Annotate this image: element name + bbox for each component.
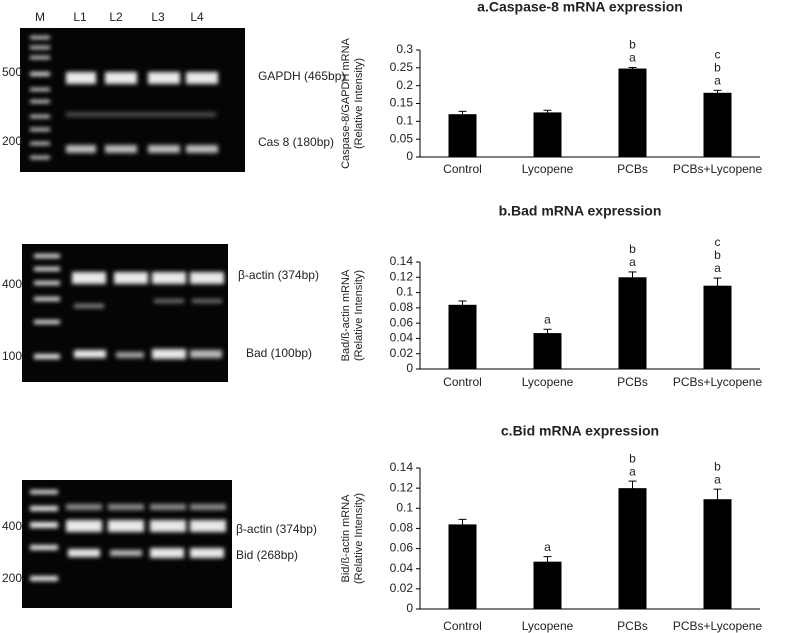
gel (20, 28, 245, 172)
y-tick-label: 0.08 (390, 521, 414, 535)
band-label: Cas 8 (180bp) (258, 135, 334, 149)
marker-label: 100 (2, 349, 22, 363)
bar (618, 488, 647, 609)
y-tick-label: 0.2 (396, 78, 413, 92)
y-tick-label: 0.04 (390, 561, 414, 575)
band-label: β-actin (374bp) (236, 522, 317, 536)
y-tick-label: 0.02 (390, 581, 414, 595)
bar (618, 68, 647, 157)
significance-letter: b (714, 459, 721, 473)
y-tick-label: 0.12 (390, 480, 414, 494)
x-tick-label: Lycopene (522, 375, 574, 389)
marker-label: 200 (2, 571, 22, 585)
y-tick-label: 0.14 (390, 460, 414, 474)
x-tick-label: Control (443, 375, 482, 389)
band-label: β-actin (374bp) (238, 268, 319, 282)
band-label: GAPDH (465bp) (258, 69, 345, 83)
y-axis-label: Bid/ß-actin mRNA (340, 494, 352, 583)
y-axis-label: (Relative Intensity) (353, 270, 365, 361)
significance-letter: b (629, 38, 636, 52)
marker-label: 500 (2, 65, 22, 79)
significance-letter: a (714, 73, 721, 87)
gel (22, 480, 232, 608)
gel (22, 244, 228, 382)
significance-letter: b (714, 60, 721, 74)
y-tick-label: 0.15 (390, 96, 414, 110)
x-tick-label: Control (443, 619, 482, 633)
lane-label: L1 (73, 10, 87, 24)
x-tick-label: PCBs+Lycopene (673, 375, 763, 389)
significance-letter: a (544, 540, 551, 554)
y-tick-label: 0.02 (390, 346, 414, 360)
lane-label: L3 (151, 10, 165, 24)
marker-label: 400 (2, 277, 22, 291)
y-axis-label: (Relative Intensity) (353, 493, 365, 584)
y-tick-label: 0 (406, 361, 413, 375)
significance-letter: a (629, 255, 636, 269)
bar (533, 112, 562, 157)
y-tick-label: 0.04 (390, 331, 414, 345)
x-tick-label: PCBs+Lycopene (673, 619, 763, 633)
significance-letter: b (714, 248, 721, 262)
y-tick-label: 0.05 (390, 131, 414, 145)
y-tick-label: 0.14 (390, 254, 414, 268)
bar (703, 285, 732, 369)
x-tick-label: PCBs (617, 619, 648, 633)
chart-title: c.Bid mRNA expression (501, 423, 659, 439)
significance-letter: a (714, 472, 721, 486)
lane-label: L4 (190, 10, 204, 24)
significance-letter: b (629, 242, 636, 256)
x-tick-label: Control (443, 162, 482, 176)
significance-letter: a (629, 464, 636, 478)
bar (448, 304, 477, 369)
bar (703, 92, 732, 157)
y-tick-label: 0 (406, 149, 413, 163)
significance-letter: c (715, 47, 721, 61)
lane-label: M (35, 10, 45, 24)
x-tick-label: PCBs+Lycopene (673, 162, 763, 176)
x-tick-label: Lycopene (522, 619, 574, 633)
y-tick-label: 0.1 (396, 114, 413, 128)
lane-label: L2 (109, 10, 123, 24)
x-tick-label: Lycopene (522, 162, 574, 176)
bar (533, 333, 562, 369)
x-tick-label: PCBs (617, 375, 648, 389)
band-label: Bid (268bp) (236, 548, 298, 562)
significance-letter: a (544, 312, 551, 326)
band-label: Bad (100bp) (246, 346, 312, 360)
y-tick-label: 0.12 (390, 269, 414, 283)
significance-letter: a (629, 51, 636, 65)
y-axis-label: (Relative Intensity) (353, 58, 365, 149)
bar (448, 114, 477, 157)
x-tick-label: PCBs (617, 162, 648, 176)
chart-title: a.Caspase-8 mRNA expression (477, 0, 683, 15)
y-tick-label: 0.08 (390, 300, 414, 314)
y-axis-label: Caspase-8/GAPDH mRNA (340, 37, 352, 168)
y-tick-label: 0.25 (390, 60, 414, 74)
y-tick-label: 0.06 (390, 541, 414, 555)
significance-letter: c (715, 235, 721, 249)
marker-label: 400 (2, 519, 22, 533)
bar (448, 524, 477, 609)
y-tick-label: 0.1 (396, 500, 413, 514)
y-tick-label: 0.3 (396, 42, 413, 56)
chart-title: b.Bad mRNA expression (499, 203, 662, 219)
bar (703, 499, 732, 609)
marker-label: 200 (2, 134, 22, 148)
significance-letter: b (629, 451, 636, 465)
y-tick-label: 0.1 (396, 285, 413, 299)
bar (618, 277, 647, 369)
bar (533, 561, 562, 609)
y-axis-label: Bad/ß-actin mRNA (340, 269, 352, 361)
significance-letter: a (714, 261, 721, 275)
y-tick-label: 0 (406, 601, 413, 615)
y-tick-label: 0.06 (390, 315, 414, 329)
